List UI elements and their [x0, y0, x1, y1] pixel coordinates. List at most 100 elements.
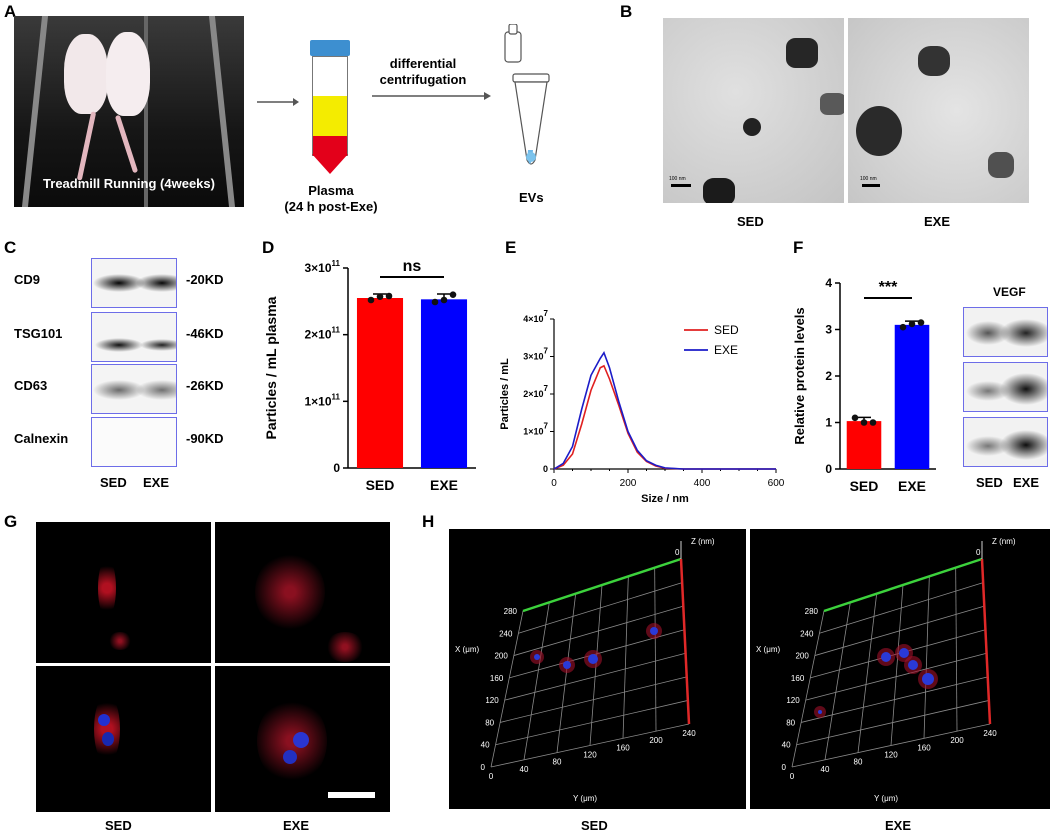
y-tick-label: 120 — [583, 751, 597, 760]
chart-vegf-levels: 0 1 2 3 4 SED EXE Relative protein levels *** — [792, 276, 936, 494]
y-tick-label: 0 — [489, 772, 494, 781]
3d-view-exe: 0 40 80 120 160 200 240 280 0 40 80 120 160 200 240 Z (… — [750, 529, 1050, 809]
y-axis-label: Y (μm) — [573, 794, 597, 803]
blot-band-box — [91, 417, 177, 467]
y-tick-label: 40 — [520, 765, 529, 774]
y-tick-label: 0 — [333, 461, 340, 475]
cell-nucleus — [881, 652, 891, 662]
x-tick-label: 120 — [485, 696, 499, 705]
y-axis-label: Particles / mL — [499, 358, 511, 430]
x-tick-label: 280 — [805, 607, 819, 616]
cell-nucleus — [650, 627, 658, 635]
y-tick-label: 0 — [790, 772, 795, 781]
chart-size-distribution: 0 1×107 2×107 3×107 4×107 0 200 400 600 SED EXE Siz… — [499, 309, 785, 505]
data-point — [431, 298, 439, 306]
tem-image-sed: 100 nm — [663, 18, 844, 203]
vegf-lane-exe: EXE — [1013, 475, 1040, 490]
3d-view-sed: 0 40 80 120 160 200 240 280 0 40 80 120 160 200 240 Z (… — [449, 529, 746, 809]
y-tick-label: 0 — [825, 462, 832, 476]
bar-sed — [846, 421, 882, 469]
blot-row-size: -90KD — [186, 431, 224, 446]
significance-label: *** — [879, 279, 898, 296]
blot-row-name: CD63 — [14, 378, 48, 393]
bar-exe — [420, 299, 468, 468]
blot-row-name: TSG101 — [14, 326, 63, 341]
y-tick-label: 80 — [854, 758, 863, 767]
blot-lane-sed: SED — [100, 475, 127, 490]
chart-particle-concentration: 0 1×1011 2×1011 3×1011 SED EXE Particles / mL … — [263, 258, 476, 493]
panel-label-f: F — [793, 238, 804, 257]
panel-label-g: G — [4, 512, 18, 531]
y-tick-label: 1×107 — [523, 422, 548, 437]
grid-line — [654, 567, 657, 732]
x-tick-label: 200 — [494, 652, 508, 661]
y-axis-label: Y (μm) — [874, 794, 898, 803]
blot-band-box — [91, 258, 177, 308]
category-label: EXE — [898, 478, 926, 494]
panel-label-h: H — [422, 512, 435, 531]
y-tick-label: 240 — [983, 729, 997, 738]
y-tick-label: 160 — [616, 743, 630, 752]
confocal-label-exe: EXE — [283, 818, 310, 833]
grid-line — [490, 610, 524, 768]
photo-caption: Treadmill Running (4weeks) — [43, 176, 215, 191]
y-tick-label: 160 — [917, 743, 931, 752]
panel-label-b: B — [620, 2, 633, 21]
x-axis-label: X (μm) — [455, 645, 479, 654]
cell-nucleus — [899, 648, 909, 658]
y-tick-label: 3 — [825, 323, 832, 337]
confocal-label-sed: SED — [105, 818, 132, 833]
x-tick-label: 200 — [795, 652, 809, 661]
scale-bar-label-exe: 100 nm — [860, 176, 877, 182]
cell-nucleus — [534, 654, 540, 660]
legend-label: EXE — [714, 343, 738, 357]
cell-nucleus — [922, 673, 934, 685]
3d-label-exe: EXE — [885, 818, 912, 833]
data-point — [908, 320, 916, 328]
scale-bar-label-sed: 100 nm — [669, 176, 686, 182]
blot-row-size: -46KD — [186, 326, 224, 341]
z-axis-label: Z (nm) — [691, 537, 715, 546]
x-tick-label: 240 — [800, 629, 814, 638]
x-tick-label: 240 — [499, 629, 513, 638]
grid-line — [955, 567, 958, 732]
panel-label-c: C — [4, 238, 17, 257]
x-tick-label: 160 — [490, 674, 504, 683]
y-tick-label: 1 — [825, 416, 832, 430]
panel-label-a: A — [4, 2, 17, 21]
y-tick-label: 4 — [825, 276, 832, 290]
arrow-to-tube — [257, 98, 299, 106]
data-point — [376, 293, 384, 300]
series-line-sed — [553, 364, 776, 470]
vegf-blot-2 — [963, 362, 1048, 412]
centrifugation-label: differential centrifugation — [379, 56, 467, 87]
grid-line — [824, 602, 851, 760]
x-axis-label: Size / nm — [641, 493, 689, 505]
3d-label-sed: SED — [581, 818, 608, 833]
bar-sed — [356, 298, 404, 468]
blot-row-name: Calnexin — [14, 431, 69, 446]
grid-line — [791, 610, 825, 768]
x-tick-label: 40 — [481, 741, 490, 750]
arrow-to-evs — [372, 92, 491, 100]
data-point — [449, 291, 457, 298]
x-tick-label: 120 — [786, 696, 800, 705]
z-edge-red — [679, 558, 691, 725]
tem-image-exe: 100 nm — [848, 18, 1029, 203]
grid-line — [923, 576, 930, 739]
data-point — [440, 296, 448, 304]
tem-label-exe: EXE — [924, 214, 951, 229]
grid-line — [556, 593, 577, 753]
y-axis-label: Relative protein levels — [792, 307, 807, 444]
x-tick-label: 200 — [620, 478, 637, 489]
category-label: SED — [366, 477, 395, 493]
grid-line — [622, 576, 629, 739]
y-tick-label: 4×107 — [523, 309, 548, 324]
data-point — [917, 319, 925, 326]
x-tick-label: 280 — [504, 607, 518, 616]
x-tick-label: 40 — [782, 741, 791, 750]
significance-label: ns — [403, 258, 422, 275]
x-tick-label: 600 — [768, 478, 785, 489]
y-tick-label: 2 — [825, 369, 832, 383]
data-point — [851, 414, 859, 422]
